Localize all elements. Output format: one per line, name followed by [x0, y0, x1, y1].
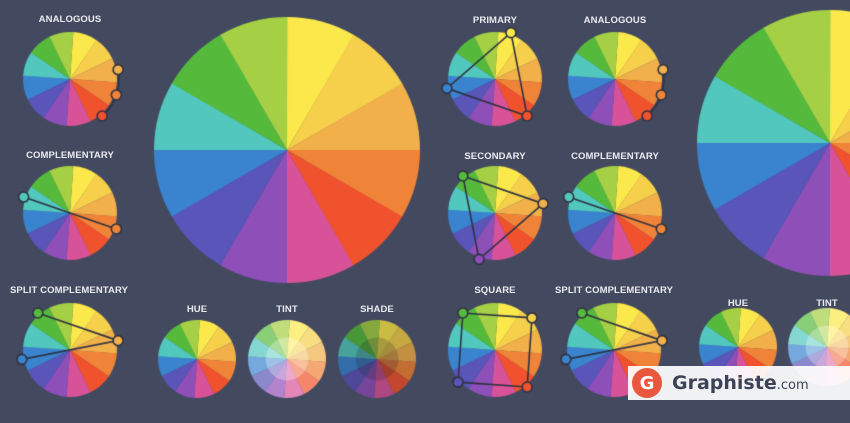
- graphiste-logo-icon: G: [632, 368, 662, 398]
- label-tint-2: TINT: [816, 298, 838, 309]
- brand-domain: .com: [776, 377, 809, 393]
- label-analogous: ANALOGOUS: [38, 14, 102, 25]
- label-secondary: SECONDARY: [464, 151, 526, 162]
- graphiste-brand[interactable]: G Graphiste .com: [628, 366, 850, 400]
- label-square: SQUARE: [474, 285, 516, 296]
- label-tint: TINT: [276, 304, 298, 315]
- label-shade: SHADE: [360, 304, 394, 315]
- label-primary: PRIMARY: [472, 15, 518, 26]
- label-split-complementary: SPLIT COMPLEMENTARY: [9, 285, 129, 296]
- label-hue-2: HUE: [727, 298, 749, 309]
- label-analogous-2: ANALOGOUS: [583, 15, 647, 26]
- label-split-complementary-2: SPLIT COMPLEMENTARY: [554, 285, 674, 296]
- label-complementary-2: COMPLEMENTARY: [571, 151, 659, 162]
- label-hue: HUE: [186, 304, 208, 315]
- label-complementary: COMPLEMENTARY: [26, 150, 114, 161]
- brand-name: Graphiste: [672, 372, 777, 394]
